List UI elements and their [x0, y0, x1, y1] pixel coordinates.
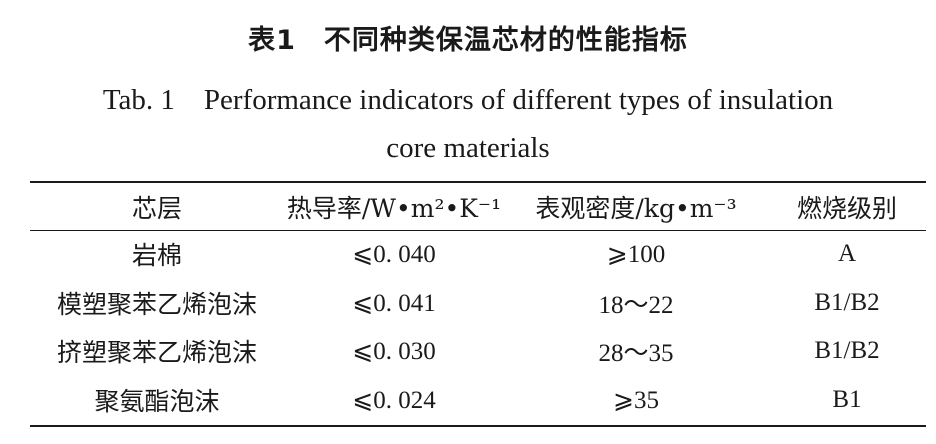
cell-material: 挤塑聚苯乙烯泡沫 [56, 338, 257, 368]
bottom-rule [30, 425, 926, 427]
cell-density: ⩾35 [613, 386, 659, 414]
cell-thermal-conductivity: ⩽0. 024 [352, 386, 436, 414]
cell-combustion-grade: B1 [832, 385, 862, 413]
table-title-chinese: 表1 不同种类保温芯材的性能指标 [248, 25, 688, 56]
insulation-properties-table: 芯层 热导率/W•m²•K⁻¹ 表观密度/kg•m⁻³ 燃烧级别 岩棉 ⩽0. … [30, 183, 926, 424]
cell-combustion-grade: A [837, 240, 857, 268]
table-row: 聚氨酯泡沫 ⩽0. 024 ⩾35 B1 [30, 376, 926, 425]
table-row: 岩棉 ⩽0. 040 ⩾100 A [30, 230, 926, 279]
cell-thermal-conductivity: ⩽0. 030 [352, 338, 436, 366]
cell-density: 28～35 [598, 340, 674, 368]
header-combustion-grade: 燃烧级别 [796, 193, 897, 223]
header-rule [30, 230, 926, 231]
header-apparent-density: 表观密度/kg•m⁻³ [535, 193, 737, 223]
header-thermal-conductivity: 热导率/W•m²•K⁻¹ [286, 193, 502, 223]
header-core-layer: 芯层 [131, 193, 182, 223]
table-row: 模塑聚苯乙烯泡沫 ⩽0. 041 18～22 B1/B2 [30, 279, 926, 328]
top-rule [30, 181, 926, 183]
cell-material: 岩棉 [131, 241, 182, 271]
cell-thermal-conductivity: ⩽0. 041 [352, 289, 436, 317]
cell-material: 聚氨酯泡沫 [94, 386, 220, 416]
cell-thermal-conductivity: ⩽0. 040 [352, 241, 436, 269]
cell-material: 模塑聚苯乙烯泡沫 [56, 289, 257, 319]
table-title-english: Tab. 1 Performance indicators of differe… [102, 84, 834, 164]
cell-density: ⩾100 [606, 241, 666, 269]
table-row: 挤塑聚苯乙烯泡沫 ⩽0. 030 28～35 B1/B2 [30, 327, 926, 376]
cell-combustion-grade: B1/B2 [814, 288, 880, 316]
cell-combustion-grade: B1/B2 [814, 337, 880, 365]
cell-density: 18～22 [598, 291, 674, 319]
table-header-row: 芯层 热导率/W•m²•K⁻¹ 表观密度/kg•m⁻³ 燃烧级别 [30, 183, 926, 230]
